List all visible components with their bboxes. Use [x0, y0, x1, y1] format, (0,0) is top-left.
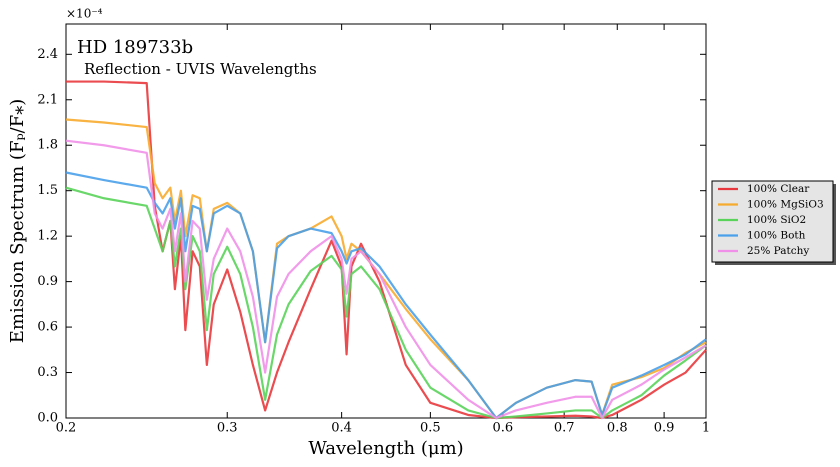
legend-label: 100% Clear [747, 183, 810, 195]
series-line [65, 139, 707, 420]
x-tick-label: 0.9 [654, 421, 675, 436]
y-multiplier: ×10⁻⁴ [66, 7, 103, 21]
legend-label: 100% SiO2 [747, 214, 806, 226]
y-tick-label: 2.4 [37, 47, 58, 62]
y-tick-label: 0.3 [37, 365, 58, 380]
x-tick-label: 1 [702, 421, 710, 436]
y-axis-label: Emission Spectrum (Fₚ/F⁎) [7, 99, 28, 343]
y-tick-label: 0.9 [37, 274, 58, 289]
x-tick-label: 0.6 [493, 421, 514, 436]
y-tick-label: 0.0 [37, 411, 58, 426]
y-tick-label: 1.8 [37, 138, 58, 153]
y-tick-label: 1.5 [37, 183, 58, 198]
y-tick-label: 0.6 [37, 320, 58, 335]
chart-title: HD 189733b [77, 37, 193, 58]
series-line [65, 186, 707, 420]
legend-label: 100% Both [747, 230, 806, 242]
plot-frame [65, 23, 707, 419]
chart-subtitle: Reflection - UVIS Wavelengths [84, 60, 317, 78]
series-line [65, 171, 707, 420]
y-tick-label: 1.2 [37, 229, 58, 244]
x-tick-label: 0.7 [554, 421, 575, 436]
x-tick-label: 0.3 [217, 421, 238, 436]
y-tick-label: 2.1 [37, 92, 58, 107]
legend-box [711, 180, 834, 263]
x-axis-label: Wavelength (μm) [308, 438, 463, 459]
legend-label: 25% Patchy [747, 245, 809, 257]
legend-label: 100% MgSiO3 [747, 199, 824, 211]
x-tick-label: 0.8 [607, 421, 628, 436]
series-line [66, 80, 707, 420]
x-tick-label: 0.4 [331, 421, 352, 436]
x-tick-label: 0.5 [420, 421, 441, 436]
x-tick-label: 0.2 [56, 421, 77, 436]
